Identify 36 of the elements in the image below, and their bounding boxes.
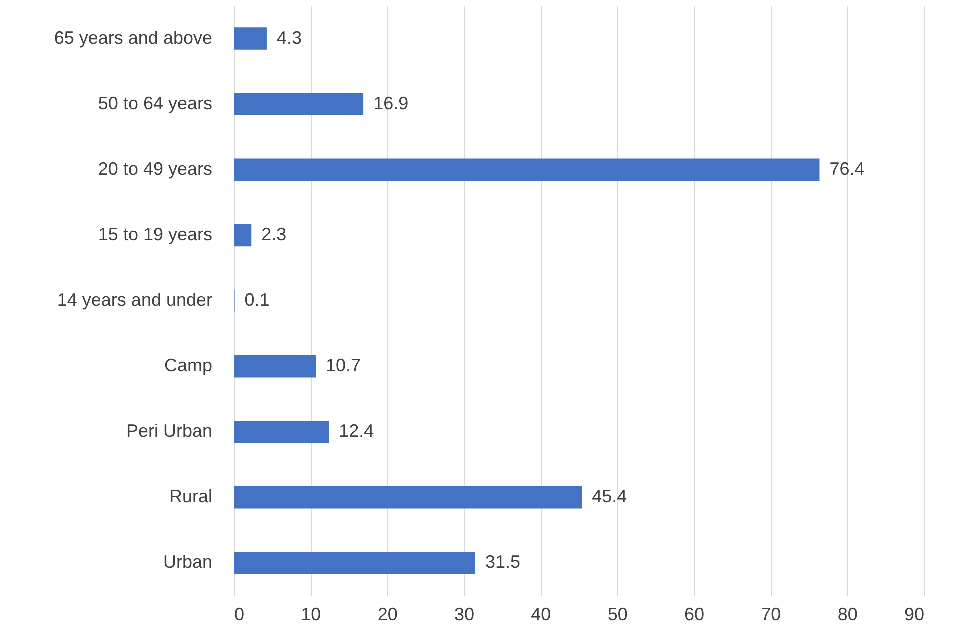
bar [234,158,820,182]
x-tick-label: 90 [904,604,924,624]
data-label: 2.3 [262,224,287,244]
data-label: 12.4 [339,421,374,442]
data-label: 45.4 [592,486,628,507]
x-tick-label: 80 [838,604,858,624]
x-tick-label: 50 [608,604,628,624]
x-tick-label: 60 [684,604,705,624]
y-tick-label: 15 to 19 years [98,224,212,244]
x-tick-label: 30 [454,604,475,624]
y-tick-label: Camp [164,356,212,376]
y-tick-label: 20 to 49 years [98,158,212,179]
data-label: 31.5 [486,552,521,572]
x-tick-label: 40 [531,604,552,624]
y-tick-label: 14 years and under [57,290,213,310]
data-label: 4.3 [276,28,302,48]
x-tick-label: 0 [234,604,245,624]
y-tick-label: Peri Urban [126,421,212,442]
y-tick-label: Rural [169,486,212,507]
data-label: 0.1 [244,290,270,310]
x-tick-label: 20 [378,604,398,624]
data-label: 10.7 [326,356,362,376]
bar [234,93,364,116]
data-label: 76.4 [830,158,865,179]
bar [234,224,252,247]
data-label: 16.9 [374,93,409,114]
x-tick-label: 10 [301,604,322,624]
bar [234,420,330,444]
y-tick-label: Urban [163,552,212,572]
y-tick-label: 65 years and above [54,28,212,48]
x-tick-label: 70 [761,604,782,624]
bar [234,552,476,574]
bar [234,486,582,509]
bar [234,355,316,378]
bar [234,28,267,50]
y-tick-label: 50 to 64 years [98,93,212,114]
